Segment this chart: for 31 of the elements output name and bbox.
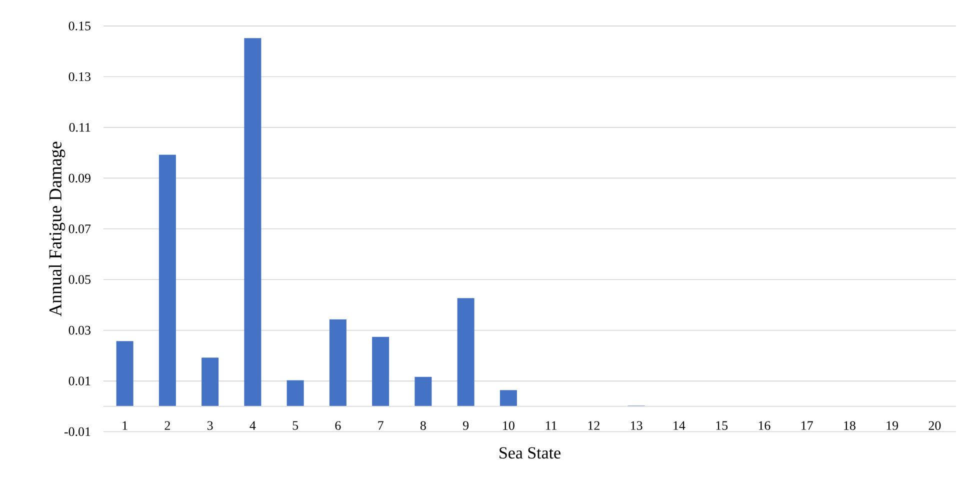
x-tick-label: 8 — [420, 421, 426, 430]
x-tick-label: 14 — [674, 421, 686, 430]
y-tick-label: 0.03 — [68, 326, 90, 335]
x-tick-label: 12 — [588, 421, 600, 430]
x-tick-label: 15 — [716, 421, 728, 430]
x-tick-label: 7 — [378, 421, 384, 430]
x-tick-label: 5 — [292, 421, 298, 430]
x-tick-label: 11 — [546, 421, 557, 430]
y-tick-label: 0.11 — [69, 123, 90, 132]
x-tick-label: 1 — [122, 421, 128, 430]
y-tick-label: 0.09 — [68, 174, 90, 183]
x-tick-label: 19 — [886, 421, 898, 430]
x-tick-label: 17 — [801, 421, 813, 430]
y-axis-title: Annual Fatigue Damage — [48, 142, 66, 316]
y-tick-label: 0.01 — [68, 376, 90, 386]
x-tick-label: 20 — [928, 421, 941, 430]
y-tick-label: 0.13 — [68, 72, 90, 82]
x-tick-label: 6 — [335, 421, 341, 430]
x-tick-label: 3 — [207, 421, 213, 430]
x-tick-label: 4 — [250, 421, 256, 430]
y-tick-label: 0.15 — [68, 22, 90, 30]
x-tick-label: 13 — [630, 421, 642, 430]
x-tick-label: 18 — [844, 421, 856, 430]
x-axis-title: Sea State — [500, 447, 560, 459]
y-tick-label: 0.05 — [68, 275, 90, 284]
y-tick-label: 0.07 — [68, 224, 91, 234]
x-tick-label: 10 — [503, 421, 514, 430]
x-tick-label: 16 — [758, 421, 770, 430]
y-tick-label: -0.01 — [64, 427, 90, 436]
x-tick-label: 2 — [164, 421, 170, 430]
x-tick-label: 9 — [463, 421, 469, 430]
